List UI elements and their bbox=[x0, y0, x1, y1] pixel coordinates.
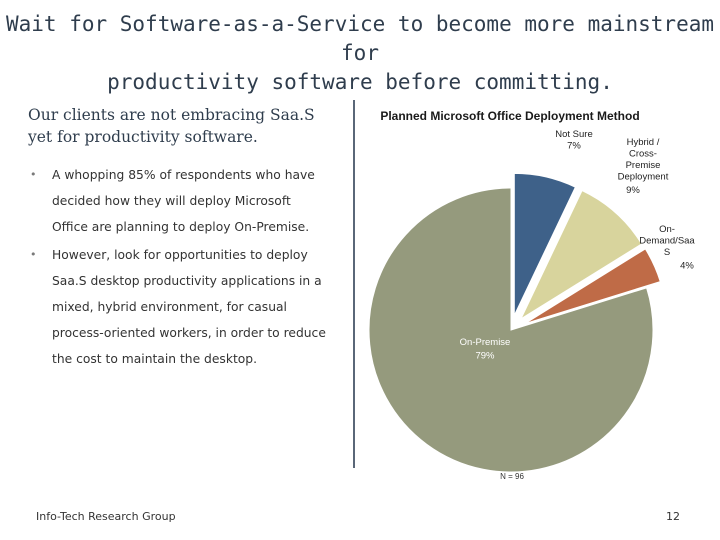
footer-company: Info-Tech Research Group bbox=[36, 510, 176, 523]
pie-slice-on-demand-saas bbox=[524, 248, 661, 325]
pie-slice-on-premise bbox=[368, 187, 654, 473]
bullet-1-line-2: decided how they will deploy Microsoft bbox=[52, 194, 291, 208]
bullet-2-line-5: the cost to maintain the desktop. bbox=[52, 352, 258, 366]
pie-label-text: Hybrid / bbox=[627, 137, 660, 148]
slide-subtitle-line-2: yet for productivity software. bbox=[28, 128, 258, 146]
bullet-item-1: • A whopping 85% of respondents who have… bbox=[30, 162, 340, 240]
pie-chart: Planned Microsoft Office Deployment Meth… bbox=[368, 109, 696, 481]
bullet-marker: • bbox=[30, 168, 37, 181]
slide-title-line-1: Wait for Software-as-a-Service to become… bbox=[5, 12, 714, 65]
pie-label-text: On- bbox=[659, 224, 675, 235]
pie-slice-hybrid-cross-premise-deployment bbox=[519, 189, 643, 321]
bullet-2-line-1: However, look for opportunities to deplo… bbox=[52, 248, 308, 262]
chart-title: Planned Microsoft Office Deployment Meth… bbox=[380, 109, 639, 123]
pie-label-text: On-Premise bbox=[460, 337, 511, 348]
pie-label-text: Deployment bbox=[618, 172, 669, 183]
bullet-1-line-1: A whopping 85% of respondents who have bbox=[52, 168, 315, 182]
pie-label-text: Demand/Saa bbox=[639, 236, 695, 247]
bullet-item-2: • However, look for opportunities to dep… bbox=[30, 242, 340, 372]
bullet-list: • A whopping 85% of respondents who have… bbox=[30, 162, 340, 374]
vertical-divider bbox=[353, 100, 355, 468]
pie-label-text: Not Sure bbox=[555, 129, 593, 140]
slide-subtitle: Our clients are not embracing Saa.S yet … bbox=[28, 104, 348, 148]
pie-value-label: 4% bbox=[680, 261, 694, 272]
pie-value-label: 7% bbox=[567, 141, 581, 152]
slide-title: Wait for Software-as-a-Service to become… bbox=[0, 10, 720, 97]
pie-label-text: S bbox=[664, 247, 670, 258]
sample-size-note: N = 96 bbox=[500, 472, 524, 481]
bullet-2-line-3: mixed, hybrid environment, for casual bbox=[52, 300, 287, 314]
pie-label-text: Cross- bbox=[629, 149, 657, 160]
slide-title-line-2: productivity software before committing. bbox=[107, 70, 613, 94]
pie-label-on-premise: On-Premise 79% bbox=[460, 337, 511, 362]
pie-value-label: 9% bbox=[626, 185, 640, 196]
bullet-1-line-3: Office are planning to deploy On-Premise… bbox=[52, 220, 310, 234]
bullet-marker: • bbox=[30, 248, 37, 261]
bullet-2-line-4: process-oriented workers, in order to re… bbox=[52, 326, 326, 340]
pie-slices bbox=[368, 172, 661, 473]
bullet-2-line-2: Saa.S desktop productivity applications … bbox=[52, 274, 322, 288]
pie-value-label: 79% bbox=[475, 351, 495, 362]
page-number: 12 bbox=[666, 510, 680, 523]
pie-slice-not-sure bbox=[513, 172, 577, 316]
pie-label-text: Premise bbox=[626, 160, 661, 171]
slide-subtitle-line-1: Our clients are not embracing Saa.S bbox=[28, 106, 315, 124]
